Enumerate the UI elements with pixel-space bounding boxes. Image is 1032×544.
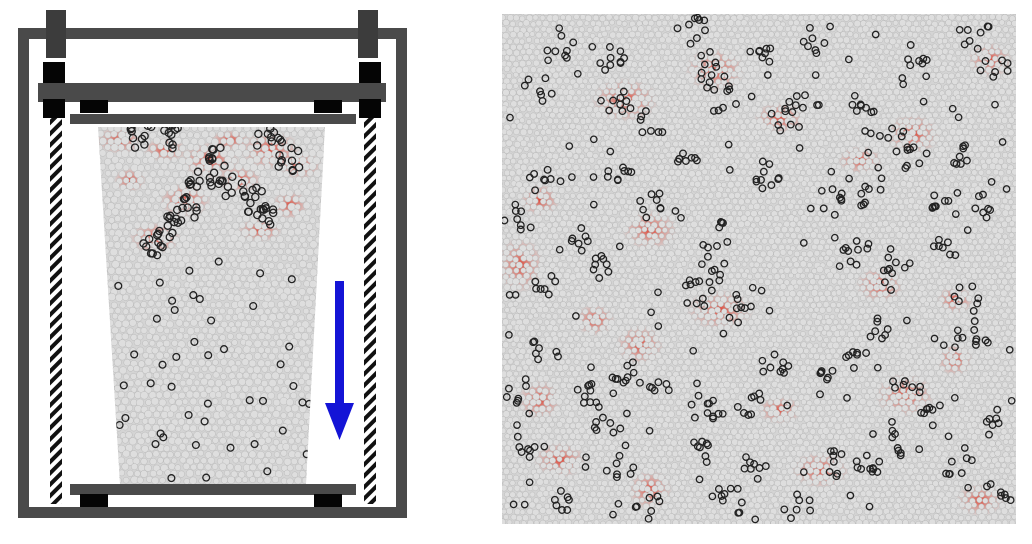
top-post-block-left xyxy=(43,62,65,86)
highlighted-grains-specimen xyxy=(106,127,314,483)
top-post-block-right xyxy=(359,62,381,86)
apparatus-panel xyxy=(18,10,407,518)
top-platen xyxy=(70,114,356,124)
grain-packing-closeup xyxy=(502,14,1016,524)
top-post-left xyxy=(46,10,66,58)
guide-rod-right xyxy=(364,118,376,504)
guide-rod-left xyxy=(50,118,62,504)
frame-right-bar xyxy=(396,28,407,518)
bottom-foot-right xyxy=(314,494,342,507)
crossbeam xyxy=(38,83,386,102)
top-post-right xyxy=(358,10,378,58)
bottom-platen xyxy=(70,484,356,495)
post-block-right xyxy=(359,99,381,118)
specimen xyxy=(98,127,325,484)
grain-packing-specimen xyxy=(98,127,325,484)
post-block-left xyxy=(43,99,65,118)
frame-bottom-bar xyxy=(18,507,407,518)
crossbeam-foot-right xyxy=(314,100,342,113)
bottom-foot-left xyxy=(80,494,108,507)
frame-left-bar xyxy=(18,28,29,518)
downward-arrow-icon xyxy=(325,281,354,440)
highlighted-grains-closeup xyxy=(502,14,1016,524)
packing-panel xyxy=(502,14,1016,524)
frame-top-bar xyxy=(18,28,407,39)
crossbeam-foot-left xyxy=(80,100,108,113)
